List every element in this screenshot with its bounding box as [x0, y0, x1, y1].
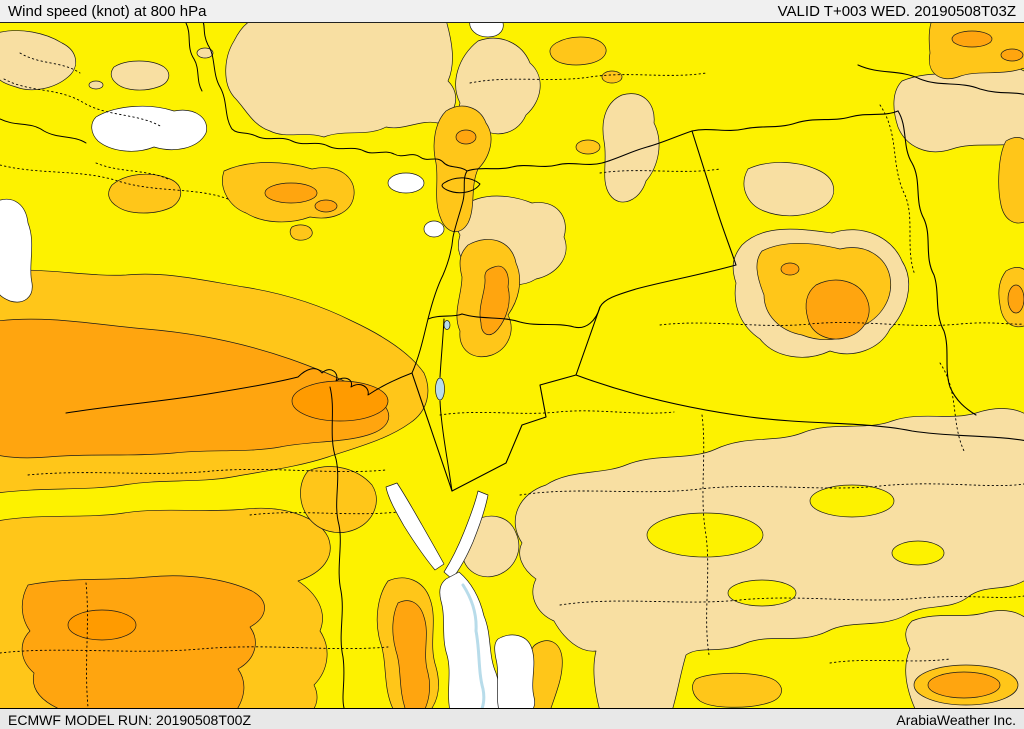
- redsea-west-orange: [392, 600, 430, 708]
- turkey-iraq-border: [691, 110, 899, 132]
- dotted-line: [701, 414, 710, 656]
- dotted-line: [95, 162, 169, 180]
- bottomright-orange: [927, 671, 1001, 699]
- coastlines-and-borders: [0, 23, 1024, 708]
- small-island: [196, 47, 214, 59]
- tan-top-band: [225, 23, 457, 138]
- caucasus-border: [857, 64, 1024, 95]
- red-sea: [439, 571, 501, 708]
- wind-speed-map: [0, 23, 1024, 708]
- dotted-line: [879, 104, 916, 276]
- dotted-line: [85, 582, 89, 708]
- valid-time-label: VALID T+003 WED. 20190508T03Z: [777, 2, 1016, 20]
- yellow-hole: [727, 579, 797, 607]
- syria-iraq-border: [691, 130, 737, 266]
- dotted-boundaries: [0, 52, 1024, 708]
- redsea-coast-white: [494, 634, 536, 708]
- mediterranean-coastline: [65, 23, 468, 414]
- ne-orange-dot: [455, 129, 477, 145]
- dotted-line: [19, 52, 81, 74]
- cyprus-island: [441, 177, 481, 194]
- small-island: [88, 80, 104, 90]
- tan-mid-vertical: [602, 93, 660, 203]
- right-edge-gold-a: [998, 137, 1024, 224]
- east-orange-dot: [780, 262, 800, 276]
- tan-north-blob: [743, 162, 834, 217]
- dotted-line: [939, 362, 966, 454]
- dotted-line: [249, 511, 399, 516]
- topright-orange-dot: [1000, 48, 1024, 62]
- yellow-hole: [646, 512, 764, 558]
- bottomleft-orange-core: [21, 575, 265, 708]
- dotted-line: [27, 468, 387, 476]
- small-white-blob: [387, 172, 425, 194]
- iraq-west-border: [599, 264, 737, 308]
- provider-label: ArabiaWeather Inc.: [896, 712, 1016, 728]
- israel-north-border: [427, 313, 463, 320]
- iran-iraq-border: [897, 110, 977, 416]
- gold-dot: [575, 139, 601, 155]
- tan-topright: [893, 66, 1024, 153]
- gulf-of-suez: [385, 482, 445, 571]
- jordan-river-line: [439, 318, 453, 492]
- east-orange-core: [805, 279, 870, 340]
- sea-of-galilee: [443, 320, 451, 330]
- bottom-gold-blob: [692, 672, 782, 708]
- egypt-orange-core: [0, 318, 389, 459]
- page-title: Wind speed (knot) at 800 hPa: [8, 2, 207, 20]
- top-gold-dot: [549, 36, 607, 66]
- nile-river: [329, 386, 345, 708]
- dead-sea: [435, 377, 445, 401]
- dotted-line: [519, 483, 1024, 496]
- red-sea-water-line: [461, 583, 486, 708]
- dotted-line: [659, 322, 1024, 326]
- map-canvas: [0, 22, 1024, 709]
- small-white-blob: [423, 220, 445, 238]
- greek-coast-a: [0, 118, 87, 144]
- topright-orange-dot: [951, 30, 993, 48]
- top-white-notch: [469, 23, 504, 38]
- greek-coast-b: [185, 23, 203, 92]
- dotted-line: [829, 658, 951, 664]
- tan-island-blob: [110, 60, 170, 91]
- water-bodies: [385, 320, 536, 708]
- right-edge-orange: [1007, 284, 1024, 314]
- med-orange-dot: [314, 199, 338, 213]
- iraq-saudi-border: [575, 374, 1024, 442]
- topleft-gold-blob: [108, 173, 182, 214]
- egypt-israel-border: [411, 372, 453, 492]
- yellow-hole: [891, 540, 945, 566]
- dotted-line: [599, 168, 721, 174]
- left-edge-white: [0, 199, 33, 303]
- top-gold-dot: [601, 70, 623, 84]
- aegean-white-blob: [91, 105, 208, 152]
- turkey-syria-border: [466, 130, 693, 172]
- yellow-hole: [809, 484, 895, 518]
- map-header: Wind speed (knot) at 800 hPa VALID T+003…: [0, 0, 1024, 22]
- saudi-low-wind-region: [514, 408, 1024, 708]
- dotted-line: [439, 410, 675, 416]
- bottomleft-orange-hotspot: [67, 609, 137, 641]
- dotted-line: [3, 78, 163, 128]
- model-run-label: ECMWF MODEL RUN: 20190508T00Z: [8, 712, 251, 728]
- med-orange-dot: [264, 182, 318, 204]
- egypt-orange-hotspot: [291, 380, 389, 422]
- tan-center-top: [455, 37, 541, 135]
- higher-wind-orange-regions: [0, 30, 1024, 708]
- lowest-wind-white-regions: [0, 23, 504, 303]
- jordan-syria-border: [461, 306, 601, 329]
- gold-dot: [289, 224, 313, 241]
- map-footer: ECMWF MODEL RUN: 20190508T00Z ArabiaWeat…: [0, 709, 1024, 729]
